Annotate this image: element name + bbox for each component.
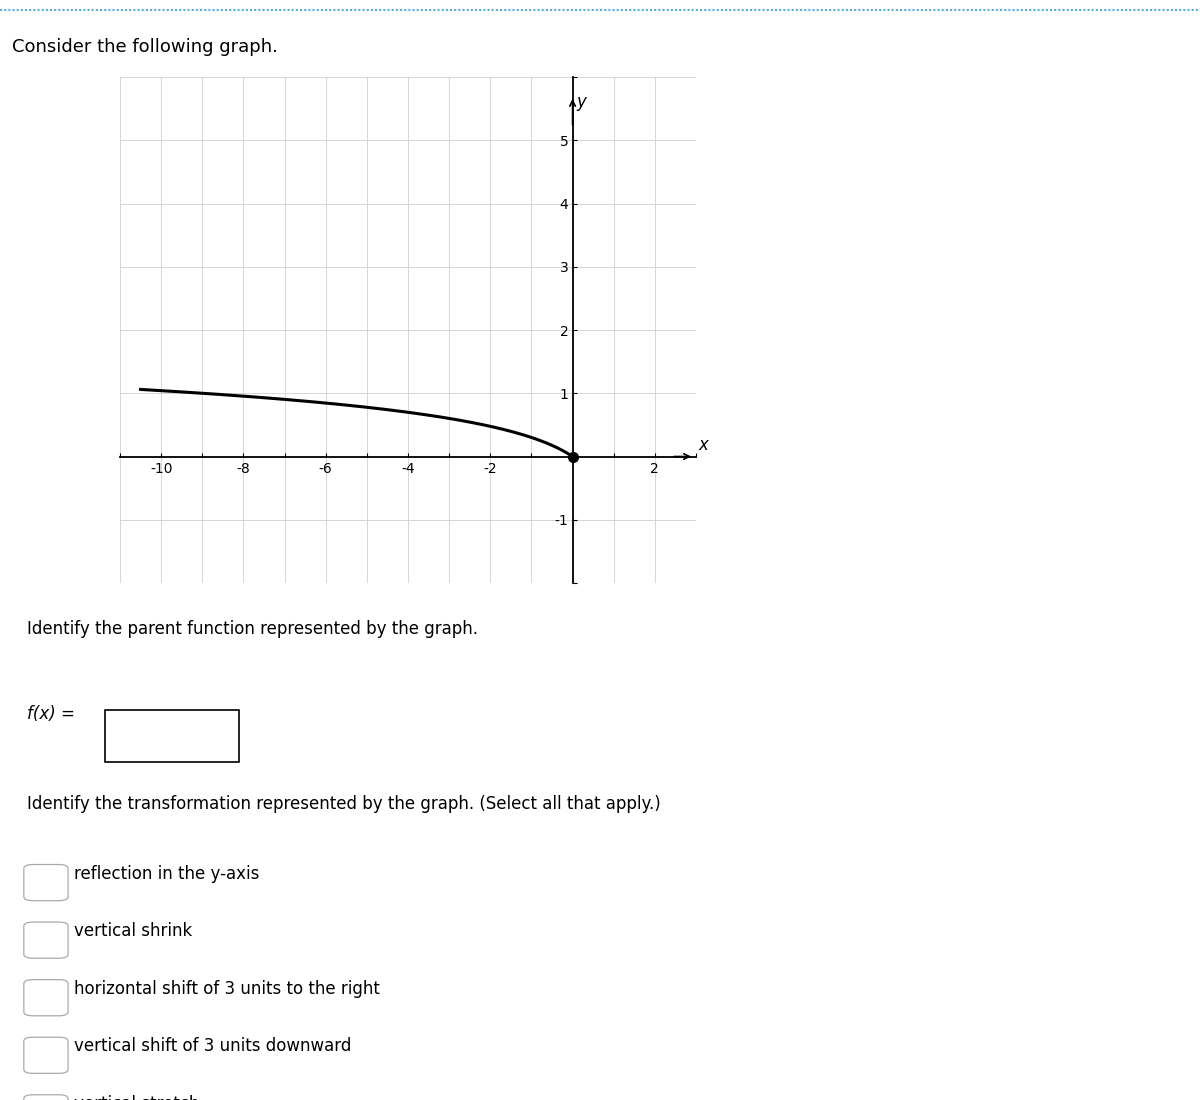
Text: Identify the parent function represented by the graph.: Identify the parent function represented… <box>28 619 479 638</box>
Text: Consider the following graph.: Consider the following graph. <box>12 37 278 56</box>
FancyBboxPatch shape <box>24 980 68 1015</box>
Text: reflection in the y-axis: reflection in the y-axis <box>74 865 259 883</box>
Text: x: x <box>698 436 708 454</box>
Text: vertical stretch: vertical stretch <box>74 1094 199 1100</box>
Text: Identify the transformation represented by the graph. (Select all that apply.): Identify the transformation represented … <box>28 794 661 813</box>
FancyBboxPatch shape <box>24 1037 68 1074</box>
Text: vertical shrink: vertical shrink <box>74 922 192 940</box>
Text: y: y <box>577 92 587 111</box>
Text: horizontal shift of 3 units to the right: horizontal shift of 3 units to the right <box>74 980 379 998</box>
Bar <box>106 710 239 762</box>
FancyBboxPatch shape <box>24 922 68 958</box>
Text: f(x) =: f(x) = <box>28 705 76 723</box>
FancyBboxPatch shape <box>24 1094 68 1100</box>
FancyBboxPatch shape <box>24 865 68 901</box>
Text: vertical shift of 3 units downward: vertical shift of 3 units downward <box>74 1037 352 1055</box>
